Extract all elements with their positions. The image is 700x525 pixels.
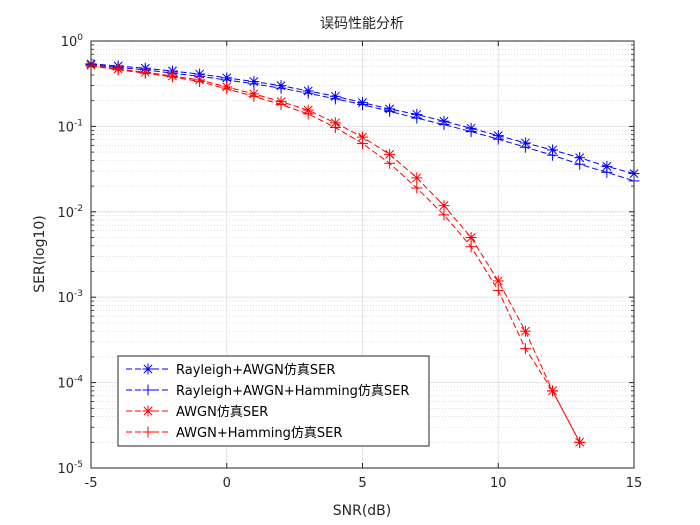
legend-label: AWGN+Hamming仿真SER xyxy=(176,426,342,441)
data-point xyxy=(465,126,477,138)
data-point xyxy=(601,160,613,172)
data-point xyxy=(411,182,423,194)
data-point xyxy=(519,343,531,355)
legend-marker xyxy=(142,363,154,375)
legend-item: Rayleigh+AWGN仿真SER xyxy=(126,363,335,378)
data-point xyxy=(574,436,586,448)
data-point xyxy=(492,133,504,145)
data-point xyxy=(384,157,396,169)
legend: Rayleigh+AWGN仿真SER Rayleigh+AWGN+Hamming仿… xyxy=(117,355,430,447)
data-point xyxy=(248,90,260,102)
legend-item: AWGN+Hamming仿真SER xyxy=(126,426,342,441)
data-point xyxy=(492,275,504,287)
data-point xyxy=(248,78,260,90)
data-point xyxy=(302,108,314,120)
data-point xyxy=(329,122,341,134)
legend-box xyxy=(117,355,430,447)
data-point xyxy=(275,82,287,94)
x-tick-label: 10 xyxy=(490,476,507,491)
data-point xyxy=(411,172,423,184)
data-point xyxy=(519,141,531,153)
data-point xyxy=(166,71,178,83)
data-point xyxy=(574,152,586,164)
series-4 xyxy=(85,60,586,448)
data-point xyxy=(547,149,559,161)
series-layer xyxy=(85,58,640,448)
legend-marker xyxy=(142,405,154,417)
data-point xyxy=(357,138,368,150)
y-tick-label: 10-4 xyxy=(57,375,83,392)
y-tick-label: 10-2 xyxy=(57,204,83,221)
legend-label: AWGN仿真SER xyxy=(176,405,268,420)
ticks: -5 0 5 10 15 10-5 10-4 10-3 10-2 10-1 100 xyxy=(57,33,642,491)
data-point xyxy=(574,158,586,170)
x-axis-label: SNR(dB) xyxy=(333,503,392,519)
legend-label: Rayleigh+AWGN仿真SER xyxy=(176,363,335,378)
data-point xyxy=(492,284,504,296)
data-point xyxy=(438,209,450,221)
chart-title: 误码性能分析 xyxy=(320,16,404,32)
data-point xyxy=(357,99,368,111)
y-tick-label: 100 xyxy=(61,33,84,50)
data-point xyxy=(519,325,531,337)
legend-marker xyxy=(142,426,154,438)
data-point xyxy=(194,76,206,88)
data-point xyxy=(302,87,314,99)
data-point xyxy=(112,64,124,76)
data-point xyxy=(547,385,559,397)
y-axis-label: SER(log10) xyxy=(32,215,48,293)
data-point xyxy=(329,93,341,105)
data-point xyxy=(438,119,450,131)
x-tick-label: 5 xyxy=(358,476,366,491)
data-point xyxy=(465,241,477,253)
data-point xyxy=(221,83,233,95)
legend-label: Rayleigh+AWGN+Hamming仿真SER xyxy=(176,384,409,399)
data-point xyxy=(438,200,450,212)
data-point xyxy=(384,105,396,117)
legend-item: Rayleigh+AWGN+Hamming仿真SER xyxy=(126,384,409,399)
data-point xyxy=(139,67,151,79)
legend-item: AWGN仿真SER xyxy=(126,405,268,420)
data-point xyxy=(465,232,477,244)
legend-marker xyxy=(142,384,154,396)
data-point xyxy=(601,166,613,178)
data-point xyxy=(411,112,423,124)
y-tick-label: 10-3 xyxy=(57,289,83,306)
y-tick-label: 10-5 xyxy=(57,460,83,477)
x-tick-label: 0 xyxy=(223,476,231,491)
x-tick-label: 15 xyxy=(626,476,643,491)
y-tick-label: 10-1 xyxy=(57,118,83,135)
x-tick-label: -5 xyxy=(85,476,98,491)
data-point xyxy=(275,99,287,111)
